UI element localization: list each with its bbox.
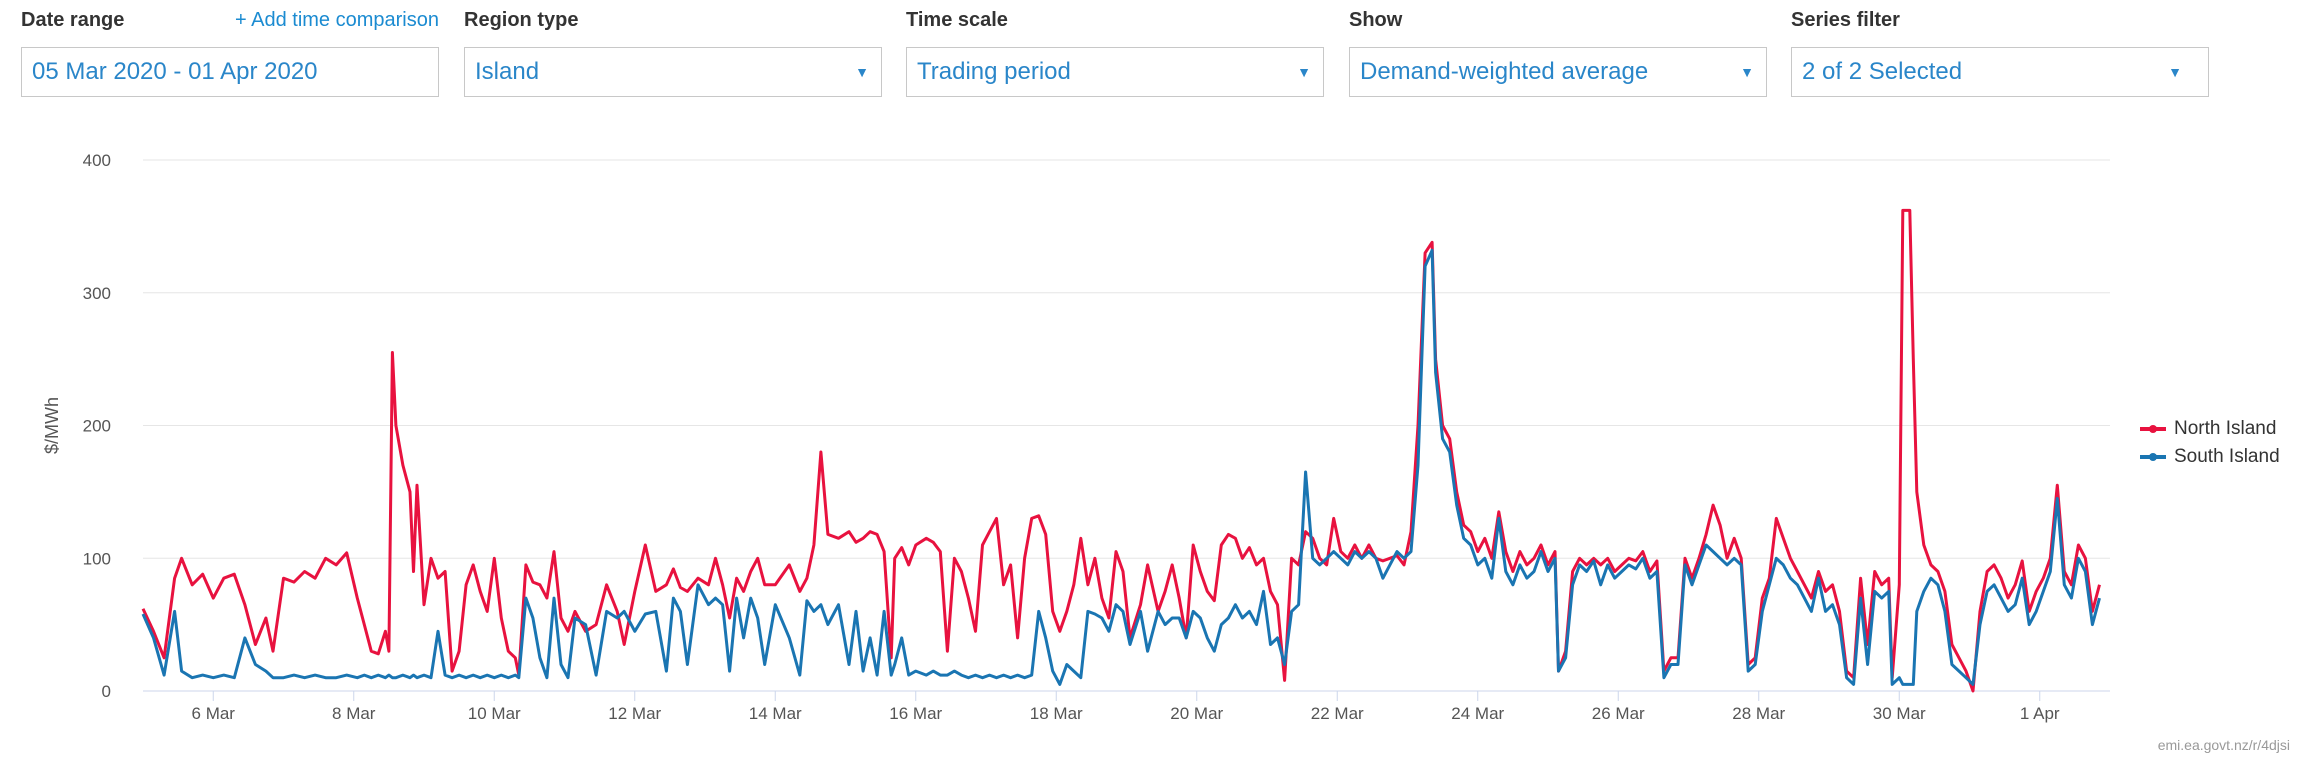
price-chart: 0 100 200 300 400 6 Mar 8 Mar 10 Mar 12 Mar 14 Ma… [0,110,2298,761]
y-tick-label: 400 [83,151,111,170]
series-filter-control: Series filter 2 of 2 Selected ▼ [1791,8,2209,97]
filter-bar: Date range + Add time comparison 05 Mar … [0,0,2298,100]
date-range-control: Date range + Add time comparison 05 Mar … [21,8,439,97]
show-select[interactable]: Demand-weighted average ▼ [1349,47,1767,97]
date-range-input[interactable]: 05 Mar 2020 - 01 Apr 2020 [21,47,439,97]
chevron-down-icon: ▼ [1740,64,1754,80]
x-tick-label: 1 Apr [2020,704,2060,723]
time-scale-value: Trading period [917,58,1071,85]
x-tick-label: 18 Mar [1030,704,1083,723]
y-tick-label: 200 [83,417,111,436]
show-value: Demand-weighted average [1360,58,1649,85]
show-control: Show Demand-weighted average ▼ [1349,8,1767,97]
date-range-value: 05 Mar 2020 - 01 Apr 2020 [32,58,318,85]
y-tick-label: 100 [83,549,111,568]
x-tick-label: 30 Mar [1873,704,1926,723]
series-line-south-island [141,248,2101,686]
legend-item-north-island[interactable]: North Island [2140,415,2280,443]
legend-label: South Island [2174,446,2280,467]
y-axis-label: $/MWh [42,397,62,454]
chart-legend: North Island South Island [2140,415,2280,471]
series-filter-select[interactable]: 2 of 2 Selected ▼ [1791,47,2209,97]
series-filter-value: 2 of 2 Selected [1802,58,1963,85]
date-range-label: Date range [21,9,125,31]
north-island-swatch [2140,425,2166,433]
region-type-value: Island [475,58,540,85]
chevron-down-icon: ▼ [1297,64,1311,80]
x-tick-label: 28 Mar [1732,704,1785,723]
add-time-comparison-link[interactable]: + Add time comparison [235,9,439,31]
series-line-north-island [141,208,2101,693]
south-island-swatch [2140,453,2166,461]
chevron-down-icon: ▼ [2168,64,2182,80]
permalink-credit[interactable]: emi.ea.govt.nz/r/4djsi [2157,737,2290,753]
x-tick-label: 14 Mar [749,704,802,723]
region-type-select[interactable]: Island ▼ [464,47,882,97]
x-tick-label: 6 Mar [192,704,236,723]
x-tick-label: 8 Mar [332,704,376,723]
y-tick-label: 0 [102,682,111,701]
x-tick-label: 22 Mar [1311,704,1364,723]
chevron-down-icon: ▼ [855,64,869,80]
x-tick-label: 20 Mar [1170,704,1223,723]
region-type-control: Region type Island ▼ [464,8,882,97]
region-type-label: Region type [464,9,579,31]
time-scale-control: Time scale Trading period ▼ [906,8,1324,97]
x-tick-label: 10 Mar [468,704,521,723]
legend-item-south-island[interactable]: South Island [2140,443,2280,471]
series-filter-label: Series filter [1791,9,1900,31]
chart-svg: 0 100 200 300 400 6 Mar 8 Mar 10 Mar 12 Mar 14 Ma… [42,151,2110,723]
time-scale-label: Time scale [906,9,1008,31]
x-tick-label: 26 Mar [1592,704,1645,723]
x-tick-label: 16 Mar [889,704,942,723]
time-scale-select[interactable]: Trading period ▼ [906,47,1324,97]
show-label: Show [1349,9,1403,31]
legend-label: North Island [2174,418,2277,439]
x-tick-label: 24 Mar [1451,704,1504,723]
y-tick-label: 300 [83,284,111,303]
x-tick-label: 12 Mar [608,704,661,723]
